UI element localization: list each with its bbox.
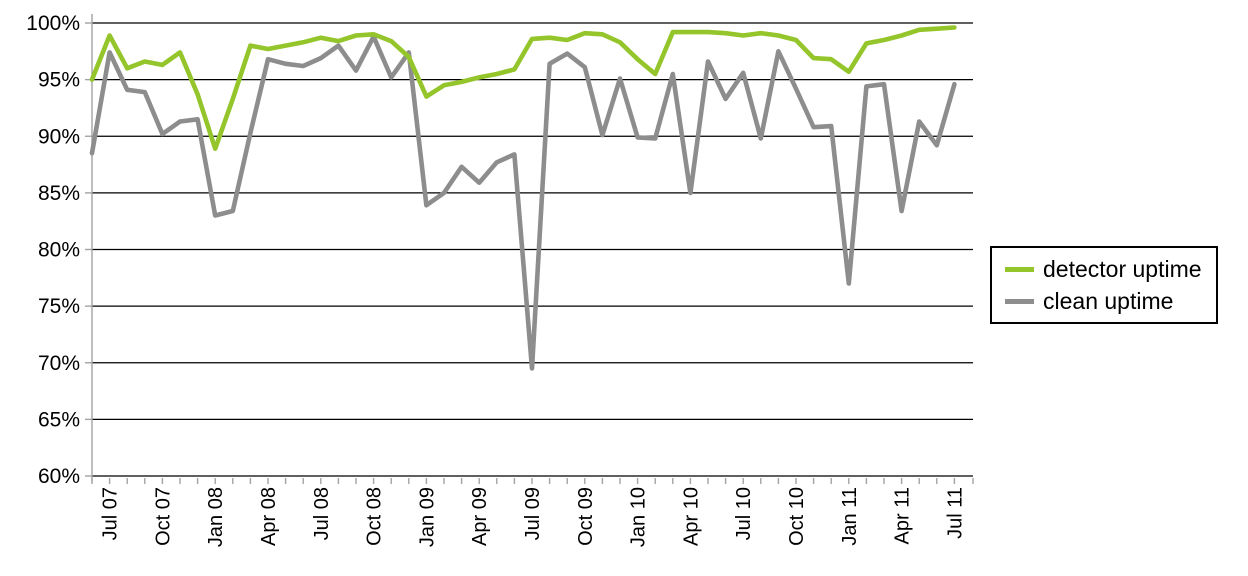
x-axis-tick-label: Apr 09 (469, 487, 491, 546)
y-axis-tick-label: 80% (38, 239, 80, 262)
clean-uptime-swatch (1005, 298, 1034, 304)
x-axis-labels: Jul 07 Oct 07 Jan 08 Apr 08 Jul 08 Oct 08 Jan … (100, 487, 967, 547)
x-axis-tick-label: Jul 08 (311, 487, 333, 540)
x-axis-tick-label: Oct 07 (152, 487, 174, 546)
legend-item-clean-uptime: clean uptime (1005, 287, 1216, 314)
clean-uptime-line (89, 34, 957, 371)
detector-uptime-swatch (1005, 266, 1034, 272)
gridlines (92, 22, 973, 477)
x-axis-tick-label: Oct 09 (575, 487, 597, 546)
y-axis-tick-label: 65% (38, 408, 80, 431)
y-axis-tick-label: 85% (38, 182, 80, 205)
y-axis-tick-label: 60% (38, 465, 80, 488)
detector-uptime-line (89, 25, 957, 151)
x-axis-tick-label: Apr 11 (892, 487, 914, 544)
y-axis-tick-label: 90% (38, 125, 80, 148)
legend-item-detector-uptime: detector uptime (1005, 255, 1216, 282)
y-axis-labels: 100% 95% 90% 85% 80% 75% 70% 65% 60% (26, 12, 80, 488)
x-axis-tick-label: Oct 10 (786, 487, 808, 546)
x-axis-tick-label: Oct 08 (364, 487, 386, 546)
x-axis-tick-label: Jul 07 (100, 487, 122, 540)
legend-label-detector-uptime: detector uptime (1043, 255, 1202, 282)
chart-legend: detector uptime clean uptime (990, 246, 1218, 324)
y-axis-tick-label: 100% (26, 12, 80, 35)
x-axis-tick-label: Jan 08 (205, 487, 227, 547)
y-axis-tick-label: 70% (38, 352, 80, 375)
x-axis-tick-label: Jan 10 (628, 487, 650, 547)
x-axis-tick-label: Jan 11 (839, 487, 861, 546)
x-axis-tick-label: Jul 09 (522, 487, 544, 540)
legend-label-clean-uptime: clean uptime (1043, 287, 1174, 314)
x-axis-tick-label: Apr 10 (680, 487, 702, 546)
y-axis-tick-label: 75% (38, 295, 80, 318)
x-axis-tick-label: Jan 09 (416, 487, 438, 547)
x-axis-tick-label: Jul 11 (944, 487, 966, 539)
x-axis-tick-label: Apr 08 (258, 487, 280, 546)
x-axis-tick-label: Jul 10 (733, 487, 755, 540)
y-axis-tick-label: 95% (38, 69, 80, 92)
axes (85, 14, 974, 484)
